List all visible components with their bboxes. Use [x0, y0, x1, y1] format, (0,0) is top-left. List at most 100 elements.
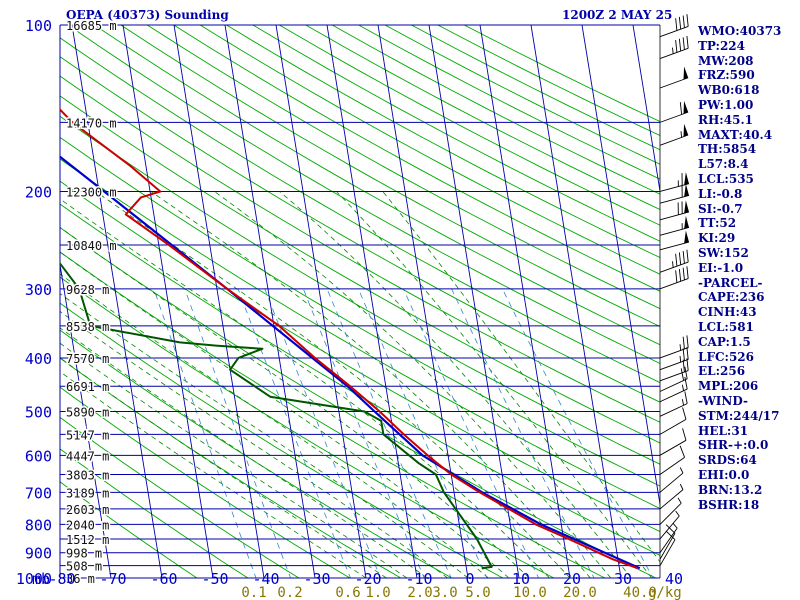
temperature-tick-label: 10: [512, 570, 530, 588]
index-item: LI:-0.8: [698, 186, 743, 201]
index-item: SW:152: [698, 245, 749, 260]
pressure-tick-label: 400: [25, 350, 52, 368]
isotherm: [275, 25, 367, 578]
height-label: 9628 m: [66, 283, 109, 297]
pressure-tick-label: 500: [25, 404, 52, 422]
isotherm: [60, 575, 61, 578]
moist-adiabat: [214, 191, 612, 578]
mixing-ratio-unit-label: g/kg: [648, 585, 682, 600]
pressure-tick-label: 1000: [16, 570, 52, 588]
isotherm: [122, 25, 214, 578]
index-item: SI:-0.7: [698, 201, 743, 216]
mixing-ratio-tick-label: 1.0: [365, 585, 390, 600]
index-item: CAP:1.5: [698, 334, 751, 349]
dewpoint-trace: [60, 261, 493, 570]
wind-barb: [659, 249, 689, 273]
wind-barb: [659, 172, 690, 192]
temperature-tick-label: -10: [405, 570, 432, 588]
mixing-ratio-tick-label: 3.0: [432, 585, 457, 600]
index-item: SRDS:64: [698, 453, 757, 468]
wind-barb: [659, 14, 689, 38]
mixing-ratio-tick-label: 2.0: [407, 585, 432, 600]
dry-adiabat: [60, 302, 504, 578]
index-item: MAXT:40.4: [698, 127, 773, 142]
dry-adiabat: [60, 136, 660, 487]
wind-barb: [659, 467, 684, 493]
index-item: HEL:31: [698, 423, 749, 438]
index-item: L57:8.4: [698, 157, 749, 172]
mixing-ratio-tick-label: 0.2: [277, 585, 302, 600]
wind-barb: [659, 215, 690, 236]
index-item: PW:1.00: [698, 97, 754, 112]
height-label: 6691 m: [66, 380, 109, 394]
index-item: RH:45.1: [698, 112, 753, 127]
dry-adiabat: [60, 416, 300, 578]
index-item: LCL:581: [698, 319, 754, 334]
isotherm: [581, 25, 660, 508]
dry-adiabat: [60, 386, 351, 578]
isotherm: [326, 25, 418, 578]
mixing-ratio-tick-label: 20.0: [563, 585, 597, 600]
index-item: CINH:43: [698, 305, 757, 320]
mixing-ratio-line: [264, 288, 382, 578]
dry-adiabat: [60, 276, 555, 578]
dry-adiabat: [60, 158, 660, 509]
moist-adiabat: [382, 191, 660, 563]
index-item: WMO:40373: [698, 24, 782, 38]
indices-panel: WMO:40373 TP:224 MW:208 FRZ:590 WB0:618 PW:1.…: [698, 24, 798, 512]
wind-barb: [659, 230, 690, 251]
pressure-tick-label: 300: [25, 281, 52, 299]
index-item: BRN:13.2: [698, 482, 763, 497]
dry-adiabat: [60, 75, 660, 423]
temperature-tick-label: 0: [465, 570, 474, 588]
index-item: TH:5854: [698, 142, 757, 157]
dry-adiabat: [67, 25, 660, 364]
parcel-trace: [60, 155, 641, 570]
mixing-ratio-line: [237, 288, 351, 578]
isotherm: [0, 25, 11, 590]
mixing-ratio-line: [403, 288, 540, 578]
moist-adiabat: [150, 191, 591, 578]
index-item: EHI:0.0: [698, 467, 750, 482]
pressure-tick-label: 100: [25, 17, 52, 35]
isotherm: [428, 25, 520, 578]
temperature-tick-label: 30: [614, 570, 632, 588]
wind-barb: [659, 510, 680, 540]
height-label: 2040 m: [66, 518, 109, 532]
pressure-tick-label: 900: [25, 545, 52, 563]
temperature-tick-label: -80: [48, 570, 75, 588]
pressure-unit-label: mb: [32, 570, 50, 588]
isotherm: [60, 261, 112, 578]
index-item: TP:224: [698, 38, 746, 53]
temperature-tick-label: -50: [201, 570, 228, 588]
index-item: MPL:206: [698, 379, 759, 394]
height-label: 3189 m: [66, 486, 109, 500]
index-item: MW:208: [698, 53, 754, 68]
dry-adiabat: [60, 329, 453, 578]
dry-adiabat: [60, 180, 660, 533]
wind-barb: [659, 100, 689, 123]
height-label: 10840 m: [66, 239, 117, 253]
wind-barb: [659, 391, 688, 417]
moist-adiabat: [60, 357, 387, 578]
moist-adiabat: [60, 371, 367, 578]
index-item: EL:256: [698, 364, 746, 379]
index-item: BSHR:18: [698, 497, 760, 512]
dry-adiabat: [146, 25, 660, 310]
valid-time: 1200Z 2 MAY 25: [562, 8, 673, 22]
pressure-tick-label: 600: [25, 447, 52, 465]
temperature-tick-label: -70: [99, 570, 126, 588]
height-label: 998 m: [66, 547, 102, 561]
wind-barb: [659, 497, 682, 525]
index-item: CAPE:236: [698, 290, 765, 305]
chart-title: OEPA (40373) Sounding: [66, 8, 229, 22]
isotherm: [224, 25, 316, 578]
wind-barb: [659, 200, 690, 221]
mixing-ratio-tick-label: 0.1: [241, 585, 266, 600]
wind-barb: [659, 483, 684, 510]
dry-adiabat: [60, 115, 660, 465]
temperature-tick-label: -30: [303, 570, 330, 588]
dry-adiabat: [60, 37, 660, 384]
wind-barb: [659, 407, 687, 435]
mixing-ratio-line: [153, 288, 257, 578]
